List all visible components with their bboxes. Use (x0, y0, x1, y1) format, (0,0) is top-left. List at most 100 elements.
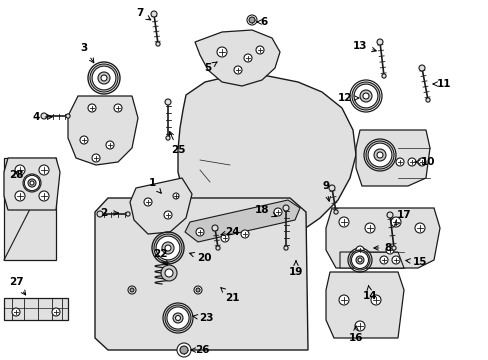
Circle shape (15, 191, 25, 201)
Circle shape (97, 211, 103, 217)
Circle shape (391, 256, 399, 264)
Circle shape (283, 205, 288, 211)
Circle shape (362, 93, 368, 99)
Circle shape (130, 288, 134, 292)
Circle shape (101, 75, 107, 81)
Text: 12: 12 (337, 93, 358, 103)
Circle shape (417, 158, 425, 166)
Circle shape (164, 305, 191, 331)
Circle shape (177, 343, 191, 357)
Circle shape (114, 104, 122, 112)
Text: 28: 28 (9, 170, 23, 180)
Circle shape (156, 236, 180, 260)
Circle shape (365, 141, 393, 169)
Circle shape (175, 315, 180, 320)
Circle shape (355, 256, 363, 264)
Text: 16: 16 (348, 326, 363, 343)
Circle shape (385, 246, 393, 254)
Circle shape (376, 39, 382, 45)
Circle shape (164, 99, 171, 105)
Circle shape (246, 15, 257, 25)
Circle shape (88, 104, 96, 112)
Circle shape (351, 252, 368, 269)
Circle shape (359, 90, 371, 102)
Circle shape (41, 113, 47, 119)
Text: 17: 17 (394, 210, 410, 225)
Text: 27: 27 (9, 277, 26, 295)
Circle shape (355, 246, 363, 254)
Text: 20: 20 (189, 252, 211, 263)
Circle shape (163, 211, 172, 219)
Polygon shape (325, 272, 403, 338)
Circle shape (391, 246, 395, 250)
Circle shape (125, 212, 130, 216)
Text: 26: 26 (191, 345, 209, 355)
Polygon shape (4, 158, 60, 210)
Text: 9: 9 (322, 181, 330, 201)
Circle shape (92, 154, 100, 162)
Text: 4: 4 (32, 112, 52, 122)
Text: 18: 18 (254, 205, 276, 217)
Circle shape (217, 47, 226, 57)
Circle shape (351, 82, 379, 110)
Circle shape (354, 321, 364, 331)
Circle shape (373, 149, 385, 161)
Circle shape (98, 72, 110, 84)
Text: 11: 11 (432, 79, 450, 89)
Circle shape (161, 265, 177, 281)
Polygon shape (130, 178, 192, 234)
Circle shape (414, 223, 424, 233)
Circle shape (425, 98, 429, 102)
Polygon shape (325, 208, 439, 268)
Circle shape (194, 286, 202, 294)
Circle shape (370, 295, 380, 305)
Circle shape (173, 193, 179, 199)
Circle shape (418, 65, 424, 71)
Polygon shape (178, 75, 355, 242)
Circle shape (12, 308, 20, 316)
Circle shape (256, 46, 264, 54)
Circle shape (156, 42, 160, 46)
Circle shape (162, 242, 174, 254)
Polygon shape (68, 96, 138, 165)
Circle shape (164, 269, 173, 277)
Circle shape (106, 141, 114, 149)
Text: 2: 2 (100, 208, 118, 218)
Circle shape (23, 174, 41, 192)
Text: 15: 15 (405, 257, 427, 267)
Text: 6: 6 (257, 17, 267, 27)
Circle shape (284, 246, 287, 250)
Text: 5: 5 (204, 62, 217, 73)
Text: 7: 7 (136, 8, 150, 20)
Polygon shape (95, 198, 307, 350)
Circle shape (66, 114, 70, 118)
Circle shape (395, 158, 403, 166)
Text: 13: 13 (352, 41, 376, 52)
Circle shape (407, 158, 415, 166)
Circle shape (166, 307, 189, 329)
Circle shape (234, 66, 242, 74)
Text: 3: 3 (80, 43, 94, 63)
Circle shape (216, 246, 220, 250)
Circle shape (80, 136, 88, 144)
Circle shape (143, 198, 152, 206)
Circle shape (379, 256, 387, 264)
Circle shape (90, 64, 118, 92)
Circle shape (273, 208, 282, 216)
Circle shape (151, 11, 157, 17)
Circle shape (221, 234, 228, 242)
Circle shape (24, 175, 40, 191)
Polygon shape (195, 30, 280, 86)
Circle shape (338, 295, 348, 305)
Polygon shape (339, 252, 403, 268)
Circle shape (381, 74, 386, 78)
Circle shape (357, 258, 361, 262)
Circle shape (39, 191, 49, 201)
Circle shape (28, 179, 36, 187)
Circle shape (338, 217, 348, 227)
Text: 10: 10 (414, 157, 434, 167)
Text: 25: 25 (169, 131, 185, 155)
Circle shape (39, 165, 49, 175)
Circle shape (196, 288, 200, 292)
Polygon shape (4, 298, 68, 320)
